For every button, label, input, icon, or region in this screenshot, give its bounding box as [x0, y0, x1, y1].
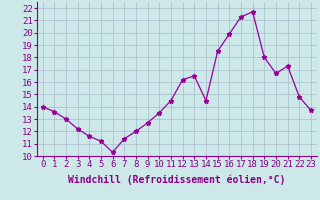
X-axis label: Windchill (Refroidissement éolien,°C): Windchill (Refroidissement éolien,°C) — [68, 175, 285, 185]
